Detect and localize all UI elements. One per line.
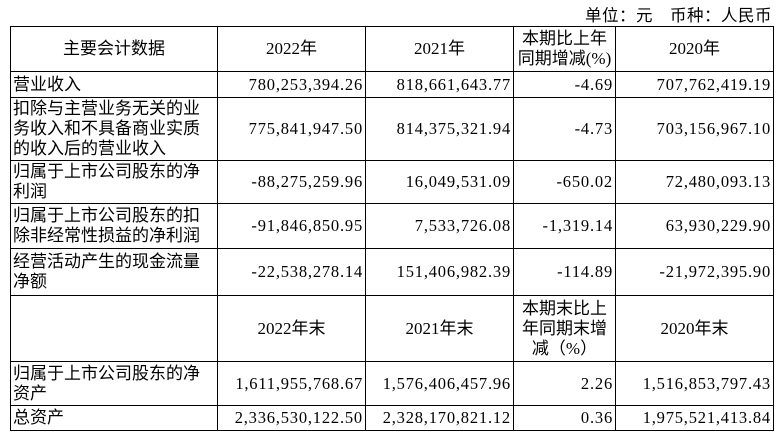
value-change: -4.69 [513,71,616,98]
value-2020: -21,972,395.90 [615,248,774,296]
header-end-2021: 2021年末 [365,295,514,362]
header-year-2022: 2022年 [217,26,366,72]
header-period-end-change: 本期末比上 年同期末增 减（%） [513,295,616,362]
row-label: 归属于上市公司股东的净利润 [10,160,218,204]
value-2021: 16,049,531.09 [365,160,514,204]
header-period-end-change-line1: 本期末比上 [522,298,607,318]
value-2021: 818,661,643.77 [365,71,514,98]
value-2022: -91,846,850.95 [217,203,366,249]
table-row-adjusted-revenue: 扣除与主营业务无关的业务收入和不具备商业实质的收入后的营业收入 775,841,… [10,97,774,161]
header-yoy-change-line2: 同期增减(%) [517,49,612,68]
value-2021: 2,328,170,821.12 [365,405,514,431]
header-empty-cell [10,295,218,362]
row-label: 扣除与主营业务无关的业务收入和不具备商业实质的收入后的营业收入 [10,97,218,161]
header-end-2022: 2022年末 [217,295,366,362]
table-row-net-profit: 归属于上市公司股东的净利润 -88,275,259.96 16,049,531.… [10,160,774,204]
value-2022: 1,611,955,768.67 [217,361,366,406]
table-row-net-assets: 归属于上市公司股东的净资产 1,611,955,768.67 1,576,406… [10,361,774,406]
value-change: -650.02 [513,160,616,204]
value-change: -1,319.14 [513,203,616,249]
row-label: 归属于上市公司股东的扣除非经常性损益的净利润 [10,203,218,249]
header-year-2021: 2021年 [365,26,514,72]
header-yoy-change: 本期比上年 同期增减(%) [513,26,616,72]
header-end-2020: 2020年末 [615,295,774,362]
value-2020: 1,975,521,413.84 [615,405,774,431]
value-2022: 780,253,394.26 [217,71,366,98]
table-row-net-profit-excl-nonrecurring: 归属于上市公司股东的扣除非经常性损益的净利润 -91,846,850.95 7,… [10,203,774,249]
value-2020: 1,516,853,797.43 [615,361,774,406]
table-row-operating-revenue: 营业收入 780,253,394.26 818,661,643.77 -4.69… [10,71,774,98]
row-label: 经营活动产生的现金流量净额 [10,248,218,296]
value-2021: 151,406,982.39 [365,248,514,296]
value-2022: 2,336,530,122.50 [217,405,366,431]
value-change: -114.89 [513,248,616,296]
value-2020: 707,762,419.19 [615,71,774,98]
value-2022: -88,275,259.96 [217,160,366,204]
value-2021: 814,375,321.94 [365,97,514,161]
value-2020: 72,480,093.13 [615,160,774,204]
table-row-operating-cash-flow: 经营活动产生的现金流量净额 -22,538,278.14 151,406,982… [10,248,774,296]
row-label: 归属于上市公司股东的净资产 [10,361,218,406]
header-period-end-change-line3: 减（%） [531,338,598,358]
value-2020: 703,156,967.10 [615,97,774,161]
header-main-accounting-data: 主要会计数据 [10,26,218,72]
value-2021: 1,576,406,457.96 [365,361,514,406]
value-2022: -22,538,278.14 [217,248,366,296]
value-change: -4.73 [513,97,616,161]
value-2022: 775,841,947.50 [217,97,366,161]
annual-header-row: 主要会计数据 2022年 2021年 本期比上年 同期增减(%) 2020年 [10,26,774,72]
table-row-total-assets: 总资产 2,336,530,122.50 2,328,170,821.12 0.… [10,405,774,431]
header-year-2020: 2020年 [615,26,774,72]
row-label: 营业收入 [10,71,218,98]
value-2021: 7,533,726.08 [365,203,514,249]
value-change: 2.26 [513,361,616,406]
value-2020: 63,930,229.90 [615,203,774,249]
header-period-end-change-line2: 年同期末增 [522,318,607,338]
header-yoy-change-line1: 本期比上年 [522,29,607,48]
key-accounting-data-table: 主要会计数据 2022年 2021年 本期比上年 同期增减(%) 2020年 营… [10,26,774,431]
unit-currency-note: 单位：元 币种：人民币 [585,6,772,25]
period-end-header-row: 2022年末 2021年末 本期末比上 年同期末增 减（%） 2020年末 [10,295,774,362]
row-label: 总资产 [10,405,218,431]
value-change: 0.36 [513,405,616,431]
